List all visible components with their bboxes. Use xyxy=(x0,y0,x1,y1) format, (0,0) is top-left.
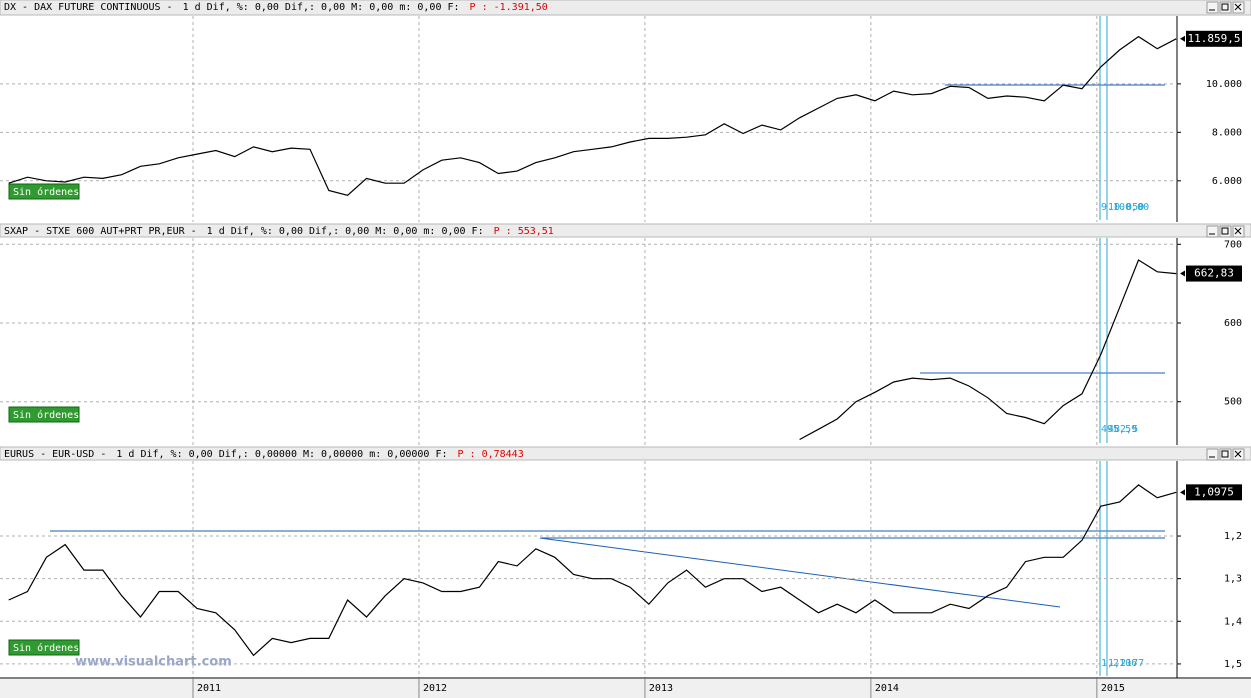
price-line xyxy=(8,35,1177,196)
cursor-label: 1,2177 xyxy=(1108,658,1144,669)
window-button[interactable] xyxy=(1206,448,1219,461)
panel-title: SXAP - STXE 600 AUT+PRT PR,EUR - 1 d Dif,… xyxy=(4,226,554,237)
cursor-label: 495,59 xyxy=(1101,424,1137,435)
orders-badge xyxy=(8,639,80,656)
window-button[interactable] xyxy=(1206,1,1219,14)
last-value-label: 662,83 xyxy=(1194,267,1234,280)
window-button[interactable] xyxy=(1219,225,1232,238)
price: P : 553,51 xyxy=(494,226,554,237)
panel-header xyxy=(0,223,1251,238)
stats: 1 d Dif, %: 0,00 Dif,: 0,00 M: 0,00 m: 0… xyxy=(183,2,460,13)
window-icon xyxy=(1221,3,1229,11)
window-icon xyxy=(1234,227,1242,235)
price-line xyxy=(8,484,1177,657)
cursor-label: 1,2106 xyxy=(1101,658,1137,669)
stats: 1 d Dif, %: 0,00 Dif,: 0,00 M: 0,00 m: 0… xyxy=(207,226,484,237)
price-line xyxy=(799,259,1177,441)
last-value-box xyxy=(1186,265,1242,282)
x-tick-label: 2013 xyxy=(649,683,673,694)
y-tick-label: 700 xyxy=(1224,239,1242,250)
y-tick-label: 500 xyxy=(1224,397,1242,408)
panel-title: EURUS - EUR-USD - 1 d Dif, %: 0,00 Dif,: … xyxy=(4,449,524,460)
orders-badge xyxy=(8,183,80,200)
orders-label: Sin órdenes xyxy=(13,642,79,654)
window-button[interactable] xyxy=(1206,225,1219,238)
price: P : -1.391,50 xyxy=(470,2,548,13)
title: SXAP - STXE 600 AUT+PRT PR,EUR - xyxy=(4,226,197,237)
x-tick-label: 2014 xyxy=(875,683,899,694)
last-value-label: 1,0975 xyxy=(1194,485,1234,498)
y-tick-label: 600 xyxy=(1224,318,1242,329)
title: EURUS - EUR-USD - xyxy=(4,449,106,460)
window-button[interactable] xyxy=(1219,448,1232,461)
panel-header xyxy=(0,446,1251,461)
y-tick-label: 1,2 xyxy=(1224,531,1242,542)
window-icon xyxy=(1221,450,1229,458)
y-tick-label: 10.000 xyxy=(1206,79,1242,90)
window-icon xyxy=(1234,450,1242,458)
last-value-box xyxy=(1186,484,1242,501)
watermark: www.visualchart.com xyxy=(75,655,232,670)
y-tick-label: 1,5 xyxy=(1224,659,1242,670)
last-arrow xyxy=(1180,270,1185,277)
y-tick-label: 1,3 xyxy=(1224,574,1242,585)
x-tick-label: 2012 xyxy=(423,683,447,694)
x-tick-label: 2015 xyxy=(1101,683,1125,694)
last-value-label: 11.859,5 xyxy=(1188,32,1241,45)
last-arrow xyxy=(1180,35,1185,42)
panel-header xyxy=(0,0,1251,16)
price: P : 0,78443 xyxy=(458,449,524,460)
orders-label: Sin órdenes xyxy=(13,409,79,421)
title: DX - DAX FUTURE CONTINUOUS - xyxy=(4,2,173,13)
last-arrow xyxy=(1180,489,1185,496)
window-icon xyxy=(1221,227,1229,235)
last-value-box xyxy=(1186,30,1242,47)
cursor-label: 9.100,00 xyxy=(1101,202,1149,213)
window-icon xyxy=(1234,3,1242,11)
window-button[interactable] xyxy=(1219,1,1232,14)
orders-badge xyxy=(8,406,80,423)
y-tick-label: 8.000 xyxy=(1212,127,1242,138)
stats: 1 d Dif, %: 0,00 Dif,: 0,00000 M: 0,0000… xyxy=(116,449,447,460)
time-axis-bg xyxy=(0,679,1251,698)
x-tick-label: 2011 xyxy=(197,683,221,694)
y-tick-label: 6.000 xyxy=(1212,176,1242,187)
trend-line xyxy=(539,537,1061,608)
cursor-label: 10.050 xyxy=(1108,202,1144,213)
panel-title: DX - DAX FUTURE CONTINUOUS - 1 d Dif, %: … xyxy=(4,2,548,13)
cursor-label: 482,5 xyxy=(1108,424,1138,435)
orders-label: Sin órdenes xyxy=(13,186,79,198)
y-tick-label: 1,4 xyxy=(1224,616,1242,627)
